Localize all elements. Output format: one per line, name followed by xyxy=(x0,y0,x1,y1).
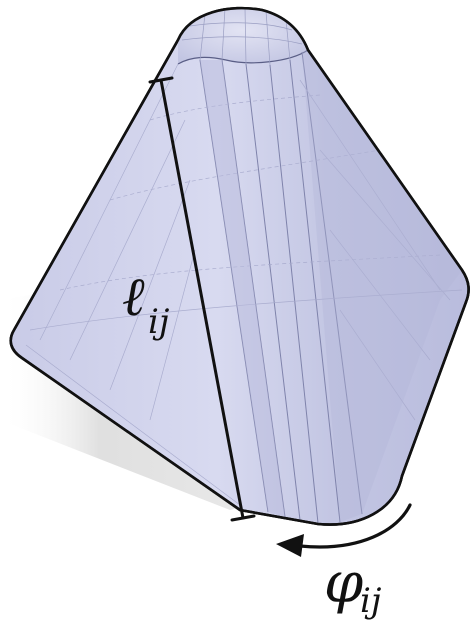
face-mesh xyxy=(25,63,463,506)
length-measure xyxy=(148,76,256,522)
angle-label: φ ij xyxy=(324,551,382,621)
angle-arrow xyxy=(276,503,412,557)
surface-outline xyxy=(9,6,470,526)
length-symbol: ℓ xyxy=(122,265,145,328)
shade-band-2 xyxy=(302,50,462,522)
length-subscript: ij xyxy=(148,302,170,342)
shade-band xyxy=(200,60,285,517)
surface-cap xyxy=(178,8,308,64)
angle-subscript: ij xyxy=(360,581,382,621)
length-label: ℓ ij xyxy=(122,265,170,342)
angle-symbol: φ xyxy=(324,551,363,616)
cap-mesh xyxy=(181,7,303,66)
